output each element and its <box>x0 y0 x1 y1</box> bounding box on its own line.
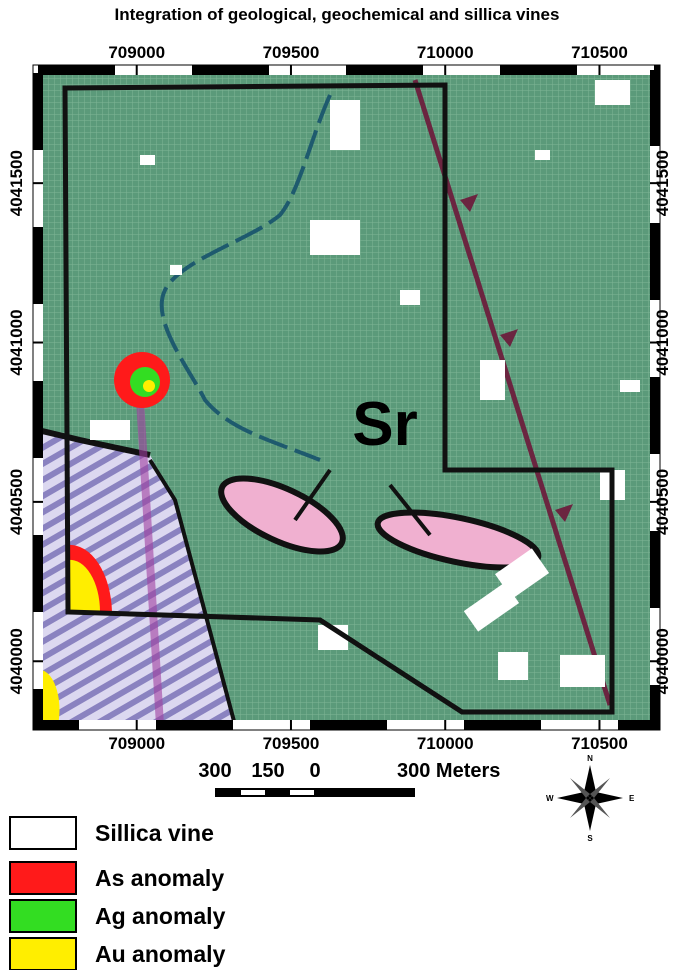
legend-label: Ag anomaly <box>95 903 226 929</box>
y-tick-label: 4040500 <box>7 469 26 535</box>
map-label: Sr <box>352 390 417 459</box>
compass-label: E <box>629 794 635 803</box>
y-tick-label: 4041500 <box>7 150 26 216</box>
compass-label: N <box>587 754 593 763</box>
x-tick-label: 710500 <box>571 734 628 753</box>
x-tick-label: 710000 <box>417 734 474 753</box>
scale-label: 150 <box>251 760 284 782</box>
scale-label: 300 <box>198 760 231 782</box>
legend-swatch <box>9 937 77 970</box>
x-tick-label: 710500 <box>571 43 628 62</box>
compass-label: S <box>587 834 593 843</box>
map-body: Sr <box>38 70 655 725</box>
legend-label: Au anomaly <box>95 941 226 967</box>
scale-label: 0 <box>309 760 320 782</box>
y-tick-label: 4040000 <box>653 628 672 694</box>
y-tick-label: 4040000 <box>7 628 26 694</box>
x-tick-label: 710000 <box>417 43 474 62</box>
map-title: Integration of geological, geochemical a… <box>115 5 560 24</box>
legend-swatch <box>9 899 77 933</box>
y-tick-label: 4041500 <box>653 150 672 216</box>
compass: N S E W <box>546 754 635 843</box>
legend-swatch <box>9 816 77 850</box>
x-tick-label: 709500 <box>263 43 320 62</box>
legend-label: As anomaly <box>95 865 224 891</box>
scale-bar: 300 150 0 300 Meters <box>198 760 500 797</box>
y-tick-label: 4040500 <box>653 469 672 535</box>
legend-label: Sillica vine <box>95 820 214 846</box>
legend-swatch <box>9 861 77 895</box>
scale-label: 300 Meters <box>397 760 500 782</box>
x-tick-label: 709000 <box>108 43 165 62</box>
x-tick-label: 709000 <box>108 734 165 753</box>
y-tick-label: 4041000 <box>7 309 26 375</box>
compass-label: W <box>546 794 554 803</box>
y-tick-label: 4041000 <box>653 309 672 375</box>
x-tick-label: 709500 <box>263 734 320 753</box>
